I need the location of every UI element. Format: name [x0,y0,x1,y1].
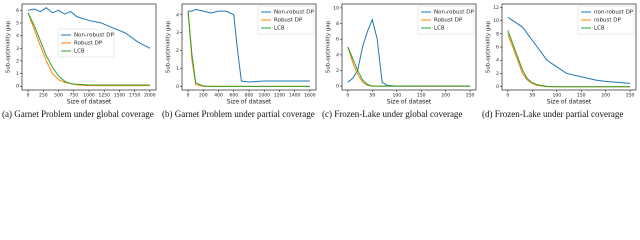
x-tick-label: 1200 [274,93,286,99]
legend-label: Robust DP [274,18,303,24]
legend-box [577,5,635,35]
x-tick-label: 1400 [289,93,301,99]
y-tick-label: 2 [496,71,499,77]
x-tick-label: 500 [54,93,63,99]
x-tick-label: 800 [245,93,254,99]
legend-label: Non-robust DP [74,33,114,39]
x-tick-label: 1750 [129,93,141,99]
caption: (d) Frozen-Lake under partial coverage [482,109,624,119]
y-tick-label: 0 [176,84,179,90]
y-axis-label: Sub-optimality gap [486,20,492,73]
y-tick-label: 3 [16,46,19,52]
line-series [27,12,150,86]
x-tick-label: 400 [214,93,223,99]
y-tick-label: 1 [16,71,19,77]
x-axis-label: Size of dataset [67,99,112,106]
x-tick-label: 2000 [144,93,156,99]
x-tick-label: 200 [601,93,610,99]
y-tick-label: 6 [16,8,19,14]
x-tick-label: 200 [441,93,450,99]
y-axis-label: Sub-optimality gap [166,20,172,73]
x-tick-label: 100 [552,93,561,99]
x-tick-label: 1250 [99,93,111,99]
y-tick-label: 10 [333,5,339,11]
line-series [27,7,151,49]
x-tick-label: 50 [529,93,535,99]
caption: (b) Garnet Problem under partial coverag… [162,109,315,119]
y-tick-label: 5 [16,20,19,26]
legend-box [257,5,315,35]
legend-label: non-robust DP [594,10,634,16]
page: 0 1 2 3 4 5 6 0 250 500 750 1000 1250 1500 1750 2000 Siz… [0,3,640,120]
x-tick-label: 750 [69,93,78,99]
legend-label: Robust DP [434,18,463,24]
x-tick-label: 600 [229,93,238,99]
x-tick-label: 1600 [304,93,316,99]
y-tick-label: 8 [336,21,339,27]
x-tick-label: 200 [199,93,208,99]
x-axis-label: Size of dataset [387,99,432,106]
x-tick-label: 250 [626,93,635,99]
x-tick-label: 0 [506,93,509,99]
line-series [347,46,471,87]
x-tick-label: 0 [27,93,30,99]
y-tick-label: 12 [493,5,499,11]
caption: (a) Garnet Problem under global coverage [2,109,154,119]
line-series [188,8,310,83]
x-tick-label: 100 [392,93,401,99]
y-tick-label: 0 [16,84,19,90]
x-axis-label: Size of dataset [547,99,592,106]
y-tick-label: 4 [16,33,19,39]
y-tick-label: 4 [336,52,339,58]
line-series [507,33,631,88]
y-tick-label: 3 [176,30,179,36]
line-series [347,46,471,87]
y-tick-label: 6 [496,45,499,51]
plot-frame [341,3,477,91]
x-tick-label: 1500 [114,93,126,99]
x-tick-label: 150 [417,93,426,99]
y-tick-label: 4 [496,58,499,64]
y-tick-label: 8 [496,31,499,37]
legend-box [417,5,475,35]
captions: (a) Garnet Problem under global coverage… [0,108,640,120]
x-tick-label: 250 [466,93,475,99]
y-tick-label: 0 [336,84,339,90]
legend-label: Non-robust DP [434,10,474,16]
x-tick-label: 0 [187,93,190,99]
legend-label: LCB [74,49,85,55]
y-axis-label: Sub-optimality gap [326,20,332,73]
legend-box [57,28,115,58]
y-tick-label: 2 [336,68,339,74]
x-tick-label: 0 [346,93,349,99]
legend-label: robust DP [594,18,621,24]
line-series [507,16,631,84]
y-tick-label: 2 [176,48,179,54]
x-tick-label: 150 [577,93,586,99]
x-tick-label: 1000 [259,93,271,99]
x-tick-label: 250 [39,93,48,99]
legend-label: LCB [434,26,445,32]
legend-label: Non-robust DP [274,10,314,16]
y-tick-label: 4 [176,12,179,18]
y-axis-label: Sub-optimality gap [6,20,12,73]
x-tick-label: 1000 [83,93,95,99]
legend-label: LCB [594,26,605,32]
line-series [187,11,310,87]
legend-label: Robust DP [74,41,103,47]
y-tick-label: 6 [336,37,339,43]
x-tick-label: 50 [369,93,375,99]
x-axis-label: Size of dataset [227,99,272,106]
legend-label: LCB [274,26,285,32]
line-series [507,30,631,88]
caption: (c) Frozen-Lake under global coverage [322,109,463,119]
y-tick-label: 10 [493,18,499,24]
y-tick-label: 1 [176,66,179,72]
y-tick-label: 2 [16,58,19,64]
y-tick-label: 0 [496,84,499,90]
